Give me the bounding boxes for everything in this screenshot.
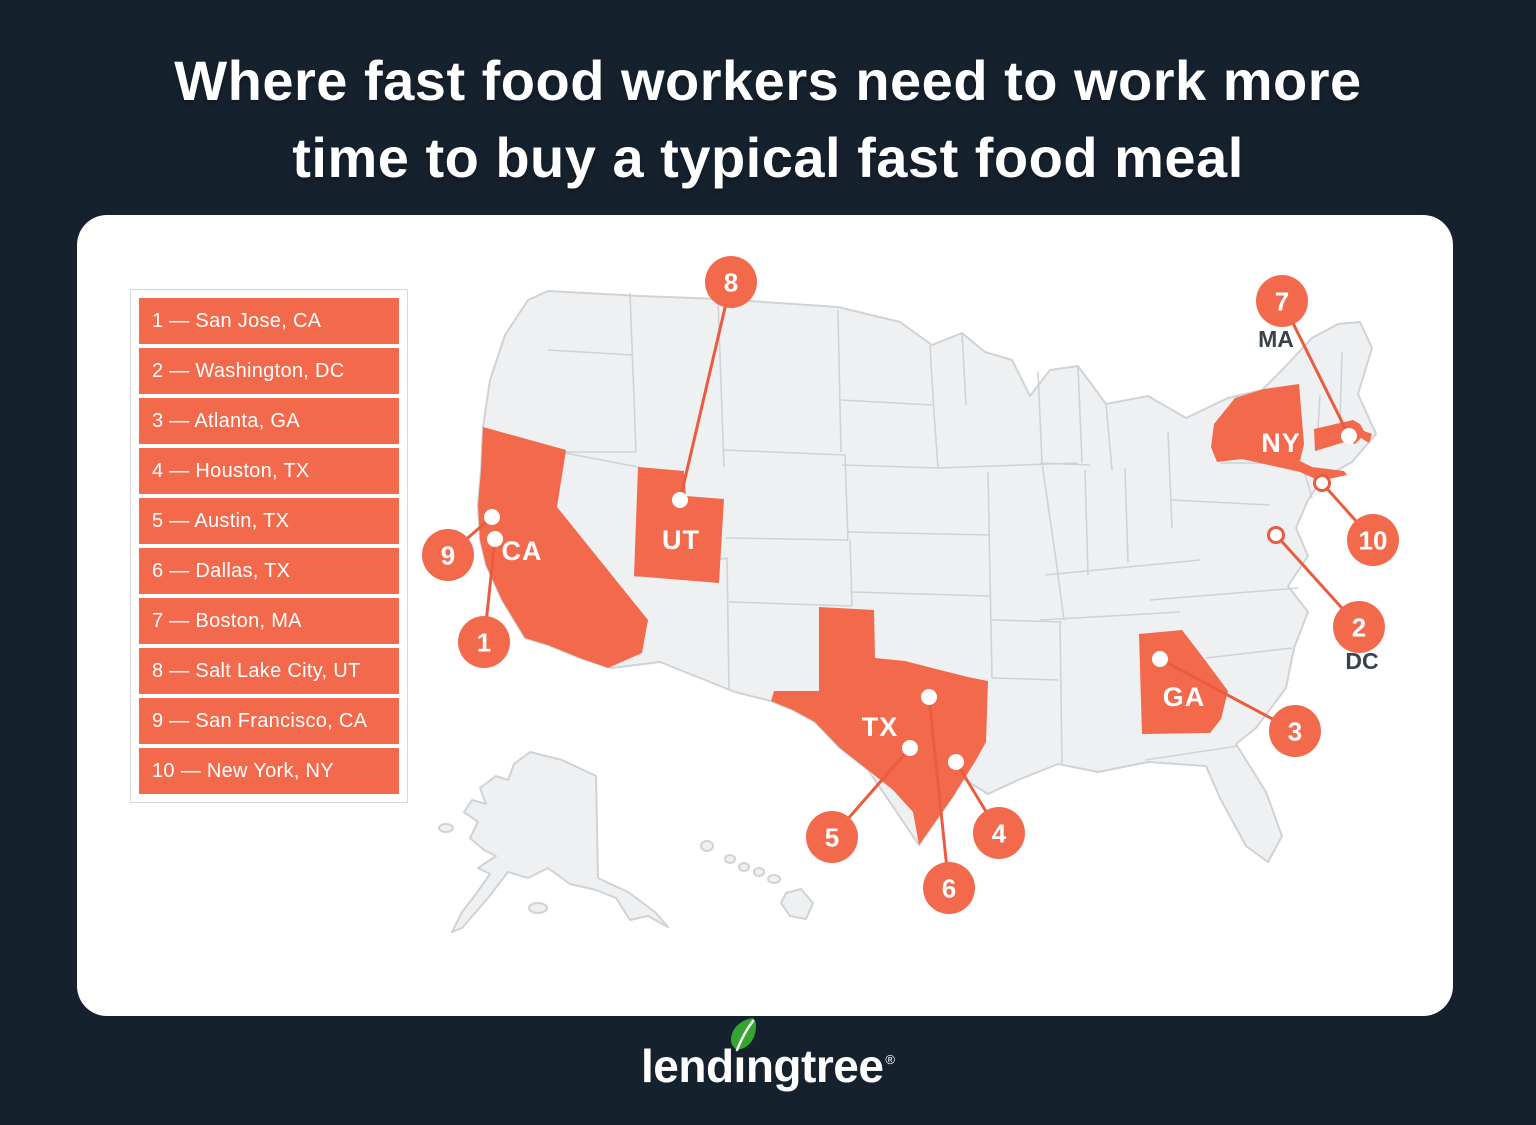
legend-item: 5 — Austin, TX — [139, 498, 399, 544]
rank-number: 5 — [825, 822, 839, 852]
rank-number: 8 — [724, 267, 738, 297]
rank-bubble — [1347, 514, 1399, 566]
rank-bubble — [705, 256, 757, 308]
city-dot — [1267, 526, 1285, 544]
state-utah — [634, 467, 724, 583]
city-dot — [921, 689, 937, 705]
state-label-UT: UT — [662, 525, 700, 555]
legend-item: 6 — Dallas, TX — [139, 548, 399, 594]
city-dot — [672, 492, 688, 508]
state-label-CA: CA — [502, 536, 543, 566]
rank-bubble — [422, 529, 474, 581]
leader-line — [927, 695, 951, 890]
state-texas — [771, 607, 988, 845]
city-dot — [1313, 474, 1331, 492]
leaf-icon — [730, 1018, 756, 1052]
city-dot — [948, 754, 964, 770]
state-labels-layer: CA UT TX GA NY — [502, 428, 1301, 742]
map-marker-2: 2 DC — [1267, 526, 1385, 674]
legend-item: 3 — Atlanta, GA — [139, 398, 399, 444]
rank-bubble — [1333, 601, 1385, 653]
legend-item: 1 — San Jose, CA — [139, 298, 399, 344]
legend-item: 8 — Salt Lake City, UT — [139, 648, 399, 694]
legend-item: 4 — Houston, TX — [139, 448, 399, 494]
us-map-svg: CA UT TX GA NY 1 2 DC 3 4 5 6 7 MA 8 9 10 — [422, 256, 1399, 933]
map-marker-7: 7 MA — [1256, 275, 1357, 444]
hawaii-islands — [700, 840, 814, 920]
legend-item: 2 — Washington, DC — [139, 348, 399, 394]
rank-number: 6 — [942, 873, 956, 903]
legend-item: 10 — New York, NY — [139, 748, 399, 794]
highlighted-states — [478, 384, 1372, 845]
state-label-NY: NY — [1261, 428, 1301, 458]
rank-number: 10 — [1359, 525, 1388, 555]
rank-number: 4 — [992, 818, 1007, 848]
map-marker-1: 1 — [458, 531, 510, 668]
markers-layer: 1 2 DC 3 4 5 6 7 MA 8 9 10 — [422, 256, 1399, 914]
map-marker-6: 6 — [921, 689, 975, 914]
rank-number: 9 — [441, 540, 455, 570]
map-marker-10: 10 — [1313, 474, 1399, 566]
state-borders — [547, 292, 1343, 765]
map-marker-4: 4 — [948, 754, 1025, 859]
state-california — [478, 427, 648, 668]
page-title: Where fast food workers need to work mor… — [0, 42, 1536, 196]
map-marker-3: 3 — [1152, 651, 1321, 757]
state-new-york — [1211, 384, 1347, 481]
ranking-legend: 1 — San Jose, CA 2 — Washington, DC 3 — At… — [130, 289, 408, 803]
rank-number: 2 — [1352, 612, 1366, 642]
rank-bubble — [1256, 275, 1308, 327]
leader-line — [678, 280, 733, 502]
title-line-1: Where fast food workers need to work mor… — [174, 49, 1362, 112]
registered-mark: ® — [885, 1052, 896, 1067]
map-marker-5: 5 — [806, 740, 918, 863]
area-label-MA: MA — [1258, 326, 1294, 352]
rank-bubble — [973, 807, 1025, 859]
state-label-GA: GA — [1163, 682, 1206, 712]
city-dot — [484, 509, 500, 525]
rank-bubble — [806, 811, 858, 863]
city-dot — [487, 531, 503, 547]
city-dot — [902, 740, 918, 756]
city-dot — [1341, 428, 1357, 444]
map-marker-8: 8 — [672, 256, 757, 508]
legend-item: 7 — Boston, MA — [139, 598, 399, 644]
title-line-2: time to buy a typical fast food meal — [292, 126, 1244, 189]
rank-bubble — [923, 862, 975, 914]
rank-number: 7 — [1275, 286, 1289, 316]
rank-number: 1 — [477, 627, 491, 657]
lendingtree-logo: lendıngtree ® — [0, 1018, 1536, 1094]
rank-number: 3 — [1288, 716, 1302, 746]
alaska — [438, 751, 669, 933]
legend-item: 9 — San Francisco, CA — [139, 698, 399, 744]
rank-bubble — [1269, 705, 1321, 757]
state-label-TX: TX — [862, 712, 899, 742]
area-label-DC: DC — [1345, 648, 1378, 674]
city-dot — [1152, 651, 1168, 667]
logo-text: lendıngtree — [640, 1040, 884, 1092]
rank-bubble — [458, 616, 510, 668]
map-marker-9: 9 — [422, 509, 500, 581]
